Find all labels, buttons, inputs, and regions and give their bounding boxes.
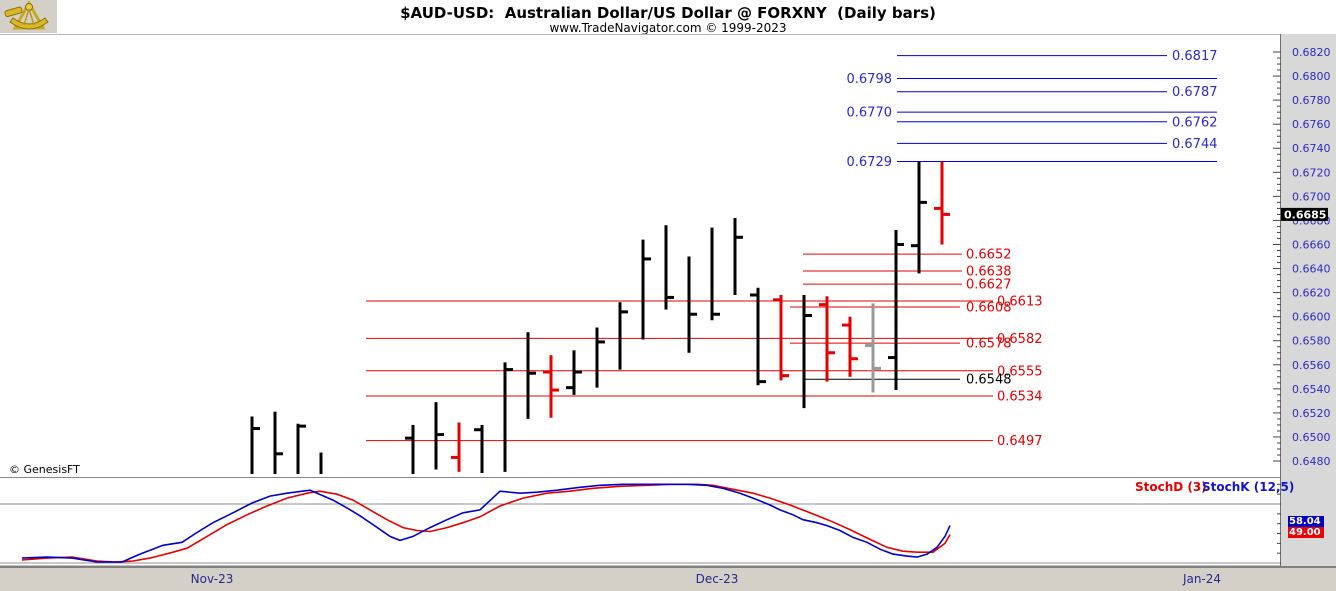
price-axis-label: 0.6480: [1292, 455, 1331, 468]
price-axis-label: 0.6560: [1292, 359, 1331, 372]
support-line-label: 0.6582: [997, 332, 1043, 347]
last-price-label: 0.6685: [1284, 208, 1326, 221]
price-axis-strip: [1281, 34, 1336, 567]
last-price-box: [1281, 207, 1328, 221]
price-axis-label: 0.6640: [1292, 263, 1331, 276]
genesisft-copyright: © GenesisFT: [9, 463, 80, 476]
support-line-label: 0.6497: [997, 434, 1043, 449]
x-axis-label-jan: Jan-24: [1182, 572, 1222, 586]
support-line-label: 0.6638: [966, 264, 1012, 279]
sextant-icon: [4, 1, 49, 30]
price-axis-label: 0.6820: [1292, 46, 1331, 59]
support-line-label: 0.6627: [966, 278, 1012, 293]
stochk-value-box: 58.04: [1288, 516, 1324, 527]
price-axis-label: 0.6740: [1292, 142, 1331, 155]
price-axis-label: 0.6500: [1292, 431, 1331, 444]
x-axis-label-dec: Dec-23: [695, 572, 739, 586]
price-axis-label: 0.6780: [1292, 94, 1331, 107]
resistance-line-label: 0.6817: [1172, 49, 1218, 64]
price-axis-label: 0.6800: [1292, 70, 1331, 83]
genesis-logo: [0, 0, 57, 33]
chart-title: $AUD-USD: Australian Dollar/US Dollar @ …: [400, 4, 936, 22]
price-axis-label: 0.6660: [1292, 238, 1331, 251]
support-line-label: 0.6652: [966, 248, 1012, 263]
stochd-value-box: 49.00: [1288, 527, 1324, 538]
support-line-label: 0.6578: [966, 337, 1012, 352]
price-axis-label: 0.6620: [1292, 287, 1331, 300]
x-axis-label-nov: Nov-23: [190, 572, 234, 586]
x-axis-strip: Nov-23 Dec-23 Jan-24: [0, 566, 1336, 591]
resistance-line-label: 0.6744: [1172, 137, 1218, 152]
support-line-label: 0.6548: [966, 373, 1012, 388]
header-divider: [0, 34, 1336, 35]
resistance-line-label: 0.6770: [847, 106, 893, 121]
support-line-label: 0.6534: [997, 390, 1043, 405]
price-axis-label: 0.6700: [1292, 190, 1331, 203]
price-axis-label: 0.6600: [1292, 311, 1331, 324]
price-axis-label: 0.6580: [1292, 335, 1331, 348]
chart-header: $AUD-USD: Australian Dollar/US Dollar @ …: [0, 0, 1336, 35]
stochk-line: [21, 483, 951, 563]
stochd-line: [21, 483, 951, 563]
price-axis-label: 0.6720: [1292, 166, 1331, 179]
resistance-line-label: 0.6787: [1172, 85, 1218, 100]
support-line-label: 0.6555: [997, 364, 1043, 379]
price-axis-label: 0.6540: [1292, 383, 1331, 396]
support-line-label: 0.6608: [966, 301, 1012, 316]
resistance-line-label: 0.6762: [1172, 115, 1218, 130]
price-axis-label: 0.6760: [1292, 118, 1331, 131]
chart-subtitle: www.TradeNavigator.com © 1999-2023: [549, 21, 787, 35]
price-axis-label: 0.6520: [1292, 407, 1331, 420]
support-line-label: 0.6613: [997, 295, 1043, 310]
resistance-line-label: 0.6798: [847, 72, 893, 87]
resistance-line-label: 0.6729: [847, 155, 893, 170]
